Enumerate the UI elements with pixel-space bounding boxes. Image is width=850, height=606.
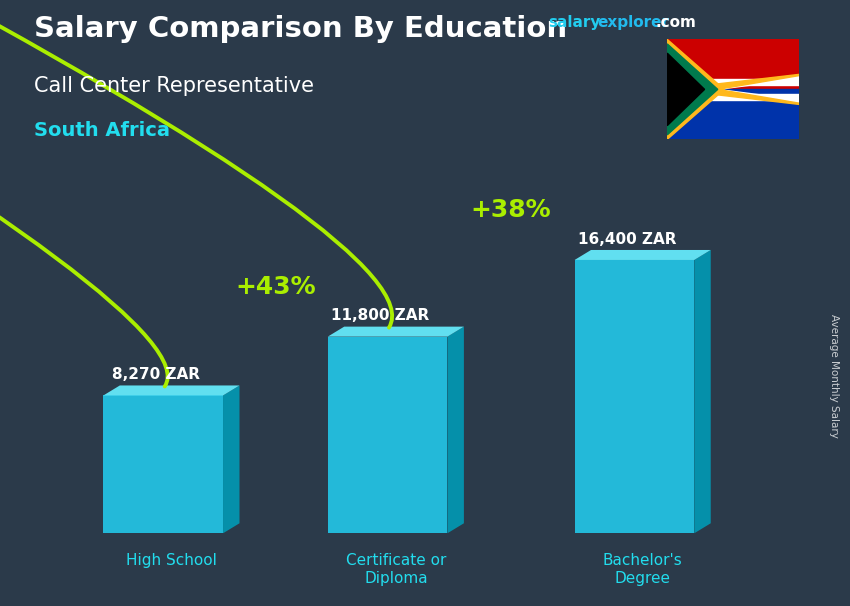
Polygon shape (717, 75, 799, 89)
Polygon shape (667, 39, 799, 89)
Text: Average Monthly Salary: Average Monthly Salary (829, 314, 839, 438)
Polygon shape (717, 76, 799, 89)
Text: explorer: explorer (598, 15, 670, 30)
Polygon shape (667, 94, 799, 100)
Polygon shape (104, 385, 240, 396)
Polygon shape (223, 385, 240, 533)
Text: +38%: +38% (471, 198, 552, 222)
Text: Salary Comparison By Education: Salary Comparison By Education (34, 15, 567, 43)
Polygon shape (717, 89, 799, 103)
Text: 16,400 ZAR: 16,400 ZAR (578, 231, 677, 247)
Polygon shape (667, 79, 799, 85)
Polygon shape (667, 44, 717, 135)
Text: salary: salary (548, 15, 601, 30)
Text: High School: High School (126, 553, 217, 568)
Text: Bachelor's
Degree: Bachelor's Degree (603, 553, 683, 585)
Text: .com: .com (655, 15, 696, 30)
Text: Certificate or
Diploma: Certificate or Diploma (346, 553, 446, 585)
Polygon shape (575, 250, 711, 260)
Text: 11,800 ZAR: 11,800 ZAR (331, 308, 429, 323)
Polygon shape (717, 89, 799, 104)
Polygon shape (447, 327, 464, 533)
Polygon shape (328, 336, 447, 533)
Text: +43%: +43% (235, 275, 315, 299)
Polygon shape (667, 39, 724, 139)
Text: Call Center Representative: Call Center Representative (34, 76, 314, 96)
Polygon shape (104, 396, 223, 533)
Text: South Africa: South Africa (34, 121, 170, 140)
Polygon shape (667, 89, 799, 139)
Text: 8,270 ZAR: 8,270 ZAR (111, 367, 200, 382)
Polygon shape (575, 260, 694, 533)
Polygon shape (694, 250, 711, 533)
Polygon shape (667, 53, 705, 125)
Polygon shape (328, 327, 464, 336)
